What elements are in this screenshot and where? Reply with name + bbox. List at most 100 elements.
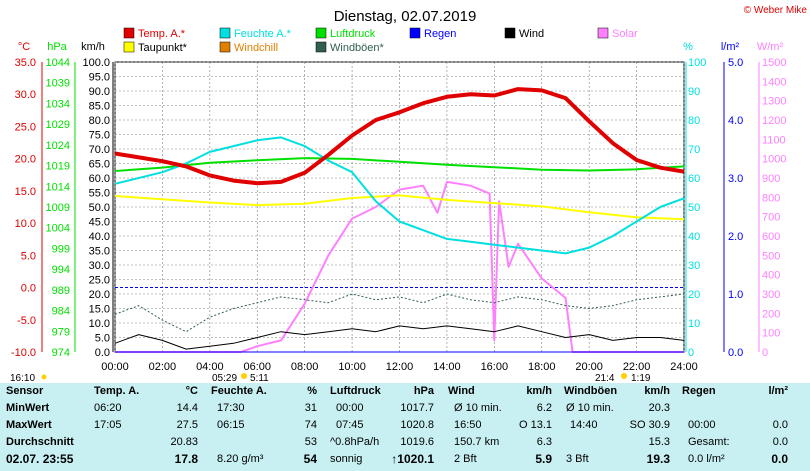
rain-current-value: 0.0	[771, 452, 788, 466]
series-wind	[114, 325, 685, 350]
weather-chart: Dienstag, 02.07.2019 © Weber Mike Temp. A.…	[10, 5, 807, 383]
solar-tick-6: 900	[762, 173, 780, 185]
temp-tick-7: 0.0	[21, 283, 36, 295]
gust-avg-label: Ø 10 min.	[566, 402, 614, 414]
stats-col-sensor: Sensor MinWert MaxWert Durchschnitt 02.0…	[6, 383, 91, 471]
stats-label-avg: Durchschnitt	[6, 436, 74, 448]
rain-unit-label: l/m²	[721, 41, 740, 53]
gust-avg10-value: 20.3	[648, 402, 670, 414]
stats-unit-rain: l/m²	[768, 385, 788, 397]
series-feuchte-a--	[114, 136, 685, 255]
sunset-icon	[621, 373, 627, 379]
wind-tick-14: 30.0	[89, 260, 110, 272]
wind-tick-9: 55.0	[89, 188, 110, 200]
wind-tick-8: 60.0	[89, 173, 110, 185]
wind-tick-11: 45.0	[89, 217, 110, 229]
stats-unit-gust: km/h	[644, 385, 670, 397]
legend-label-7: Windchill	[234, 42, 278, 54]
pressure-tick-6: 1014	[46, 181, 70, 193]
now-icon	[41, 374, 47, 380]
legend-label-1: Feuchte A.*	[234, 28, 292, 40]
solar-tick-10: 500	[762, 250, 780, 262]
rain-tick-3: 2.0	[728, 231, 743, 243]
stats-header-sensor: Sensor	[6, 385, 44, 397]
solar-tick-8: 700	[762, 212, 780, 224]
solar-tick-9: 600	[762, 231, 780, 243]
series-windb-en-	[114, 293, 685, 333]
humidity-tick-3: 70	[688, 144, 700, 156]
legend-label-6: Taupunkt*	[138, 42, 188, 54]
stats-header-rain: Regen	[682, 385, 716, 397]
wind-tick-15: 25.0	[89, 275, 110, 287]
solar-tick-1: 1400	[762, 76, 786, 88]
time-tick-10: 20:00	[575, 361, 603, 373]
chart-title: Dienstag, 02.07.2019	[334, 8, 477, 25]
solar-tick-4: 1100	[762, 134, 786, 146]
press-max-time: 07:45	[336, 419, 364, 431]
wind-tick-5: 75.0	[89, 130, 110, 142]
pressure-tick-8: 1004	[46, 223, 70, 235]
stats-header-pressure: Luftdruck	[330, 385, 381, 397]
stats-panel: Sensor MinWert MaxWert Durchschnitt 02.0…	[0, 383, 810, 471]
pressure-tick-3: 1029	[46, 119, 70, 131]
series-temp--a--	[114, 87, 685, 186]
stats-label-min: MinWert	[6, 402, 50, 414]
rain-total-value: 0.0	[772, 436, 788, 448]
solar-tick-13: 200	[762, 308, 780, 320]
legend-label-2: Luftdruck	[330, 28, 376, 40]
stats-label-max: MaxWert	[6, 419, 52, 431]
stats-unit-wind: km/h	[526, 385, 552, 397]
wind-tick-17: 15.0	[89, 304, 110, 316]
humidity-tick-10: 0	[688, 347, 694, 359]
solar-tick-14: 100	[762, 328, 780, 340]
humid-current-value: 54	[303, 452, 317, 466]
rain-tick-2: 3.0	[728, 173, 743, 185]
solar-tick-2: 1300	[762, 96, 786, 108]
wind-max-time: 16:50	[454, 419, 482, 431]
temp-tick-3: 20.0	[15, 154, 36, 166]
solar-tick-5: 1000	[762, 154, 786, 166]
rain-tick-0: 5.0	[728, 57, 743, 69]
wind-tick-1: 95.0	[89, 72, 110, 84]
wind-tick-20: 0.0	[95, 347, 110, 359]
humidity-tick-4: 60	[688, 173, 700, 185]
humid-max-time: 06:15	[217, 419, 245, 431]
stats-unit-pressure: hPa	[413, 385, 434, 397]
wind-unit-label: km/h	[81, 41, 105, 53]
humid-min-time: 17:30	[217, 402, 245, 414]
humidity-tick-9: 10	[688, 318, 700, 330]
humidity-tick-2: 80	[688, 115, 700, 127]
pressure-tick-4: 1024	[46, 140, 70, 152]
time-tick-2: 04:00	[196, 361, 224, 373]
pressure-tick-1: 1039	[46, 78, 70, 90]
pressure-tick-7: 1009	[46, 202, 70, 214]
stats-header-wind: Wind	[448, 385, 475, 397]
wind-tick-18: 10.0	[89, 318, 110, 330]
solar-tick-11: 400	[762, 270, 780, 282]
temp-tick-0: 35.0	[15, 57, 36, 69]
legend-swatch-8	[315, 41, 327, 53]
press-max-value: 1020.8	[400, 419, 434, 431]
wind-tick-4: 80.0	[89, 115, 110, 127]
legend-swatch-7	[219, 41, 231, 53]
time-tick-6: 12:00	[386, 361, 414, 373]
pressure-unit-label: hPa	[47, 41, 67, 53]
time-tick-12: 24:00	[670, 361, 698, 373]
legend-swatch-2	[315, 27, 327, 39]
pressure-tick-2: 1034	[46, 98, 70, 110]
wind-max-value: O 13.1	[518, 419, 552, 431]
stats-header-humidity: Feuchte A.	[211, 385, 267, 397]
legend-swatch-6	[123, 41, 135, 53]
time-tick-7: 14:00	[433, 361, 461, 373]
time-tick-9: 18:00	[528, 361, 556, 373]
sunrise-time: 05:29	[212, 373, 237, 383]
time-tick-1: 02:00	[149, 361, 177, 373]
press-trend: ^0.8hPa/h	[330, 436, 380, 448]
press-min-time: 00:00	[336, 402, 364, 414]
humid-max-value: 74	[304, 419, 317, 431]
time-tick-4: 08:00	[291, 361, 319, 373]
humid-min-value: 31	[304, 402, 317, 414]
pressure-tick-11: 989	[52, 285, 70, 297]
wind-tick-2: 90.0	[89, 86, 110, 98]
temp-tick-2: 25.0	[15, 121, 36, 133]
